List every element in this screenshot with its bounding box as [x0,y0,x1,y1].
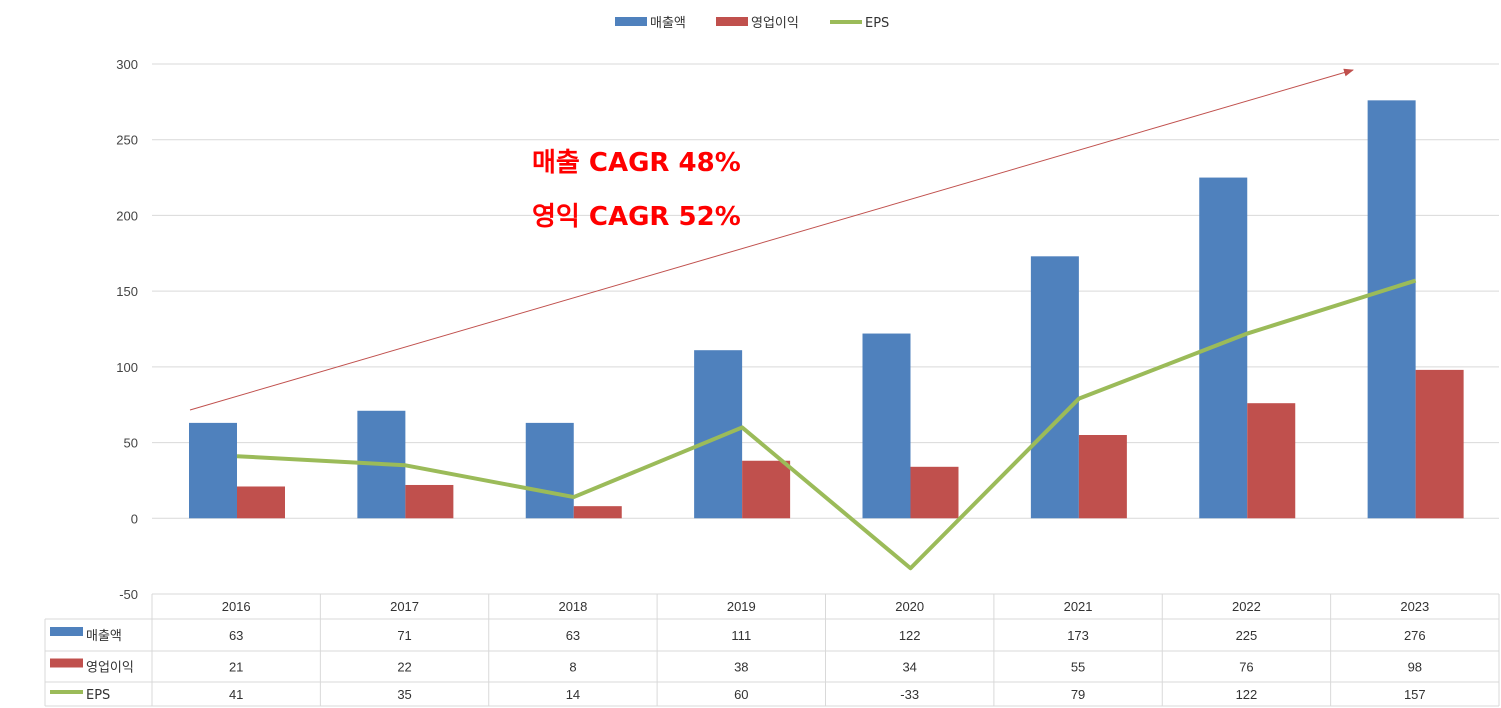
table-cell: 225 [1236,628,1258,643]
legend-label: EPS [865,16,889,31]
bar-operating-profit [910,466,959,519]
table-header-year: 2016 [222,599,251,614]
y-tick-label: 200 [116,208,138,223]
bar-operating-profit [573,506,622,519]
table-row-label: EPS [86,688,110,703]
table-cell: 76 [1239,660,1253,675]
table-cell: 79 [1071,687,1085,702]
table-cell: -33 [900,687,919,702]
bar-sales [694,350,743,519]
table-cell: 21 [229,660,243,675]
table-cell: 38 [734,660,748,675]
y-tick-label: 150 [116,284,138,299]
legend: 매출액 영업이익 EPS [615,16,889,31]
table-cell: 63 [566,628,580,643]
table-header-year: 2017 [390,599,419,614]
bar-sales [1030,256,1079,519]
table-row-label: 영업이익 [86,661,134,676]
data-table: 2016 2017 2018 2019 2020 2021 2022 2023 매출액 63 71 6… [44,593,1500,707]
table-row-swatch [50,658,83,668]
table-cell: 276 [1404,628,1426,643]
legend-label: 매출액 [650,16,686,31]
table-row-swatch [50,627,83,636]
y-axis: 300 250 200 150 100 50 0 -50 [116,57,138,602]
bar-operating-profit [742,460,791,519]
table-cell: 35 [397,687,411,702]
legend-label: 영업이익 [751,16,799,31]
y-tick-label: 300 [116,57,138,72]
op-cagr-annotation: 영익 CAGR 52% [532,202,741,232]
eps-line-group [236,278,1417,571]
table-header-year: 2018 [558,599,587,614]
table-row-label: 매출액 [86,629,122,644]
y-tick-label: 0 [131,511,138,526]
table-cell: 41 [229,687,243,702]
table-cell: 34 [902,660,916,675]
bar-sales [189,422,237,519]
bar-operating-profit [1247,403,1296,519]
bar-operating-profit [405,484,454,519]
bar-operating-profit [237,486,285,519]
table-header-year: 2021 [1064,599,1093,614]
sales-cagr-annotation: 매출 CAGR 48% [532,148,741,178]
bar-sales [525,422,574,519]
bar-operating-profit [1078,435,1127,519]
table-cell: 14 [566,687,580,702]
y-tick-label: 50 [124,436,138,451]
table-cell: 111 [731,628,751,643]
table-cell: 157 [1404,687,1426,702]
y-tick-label: 100 [116,360,138,375]
table-cell: 22 [397,660,411,675]
table-cell: 122 [1236,687,1258,702]
legend-swatch [716,17,748,26]
y-tick-label: -50 [119,587,138,602]
eps-line [236,278,1417,571]
gridlines [152,63,1499,595]
table-header-year: 2019 [727,599,756,614]
y-tick-label: 250 [116,133,138,148]
table-cell: 63 [229,628,243,643]
legend-swatch [615,17,647,26]
table-cell: 8 [569,660,576,675]
bar-operating-profit [1415,369,1464,519]
table-header-year: 2020 [895,599,924,614]
table-cell: 60 [734,687,748,702]
table-cell: 55 [1071,660,1085,675]
table-cell: 98 [1408,660,1422,675]
table-cell: 71 [397,628,411,643]
bar-sales [1367,100,1416,519]
table-cell: 122 [899,628,921,643]
table-header-year: 2023 [1400,599,1429,614]
trend-arrow-group [189,68,1354,411]
bar-sales [862,333,911,519]
bars [189,100,1464,519]
table-cell: 173 [1067,628,1089,643]
table-header-year: 2022 [1232,599,1261,614]
trend-arrow [189,68,1354,411]
